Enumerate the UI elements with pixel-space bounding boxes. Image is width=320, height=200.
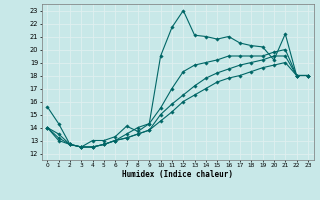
X-axis label: Humidex (Indice chaleur): Humidex (Indice chaleur) [122, 170, 233, 179]
